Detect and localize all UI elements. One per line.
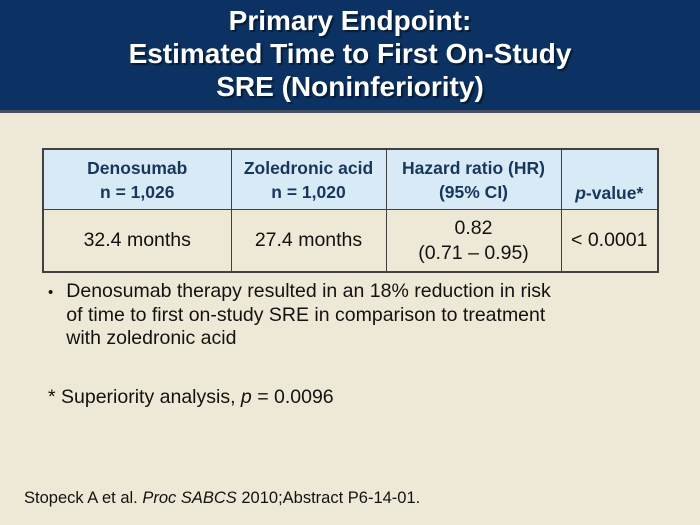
cell-denosumab-months: 32.4 months [42, 209, 232, 273]
bullet-item: • Denosumab therapy resulted in an 18% r… [48, 280, 551, 351]
cell-hr-ci: (0.71 – 0.95) [418, 241, 529, 264]
bullet-text: Denosumab therapy resulted in an 18% red… [66, 280, 551, 351]
bullet-icon: • [48, 284, 54, 301]
footnote: * Superiority analysis, p = 0.0096 [48, 386, 334, 409]
cell-zoledronic-months: 27.4 months [230, 209, 387, 273]
cell-p-value: < 0.0001 [560, 209, 659, 273]
col-header-p-rest: -value* [585, 183, 644, 203]
title-banner: Primary Endpoint: Estimated Time to Firs… [0, 0, 700, 113]
col-header-zoledronic-name: Zoledronic acid [243, 157, 374, 178]
slide-title-line-3: SRE (Noninferiority) [216, 71, 484, 102]
col-header-zoledronic: Zoledronic acid n = 1,020 [230, 148, 387, 210]
bullet-text-line-3: with zoledronic acid [66, 327, 237, 349]
citation: Stopeck A et al. Proc SABCS 2010;Abstrac… [24, 489, 420, 508]
results-table: Denosumab n = 1,026 Zoledronic acid n = … [42, 148, 659, 273]
bullet-text-line-2: of time to first on-study SRE in compari… [66, 303, 546, 326]
bullet-text-line-1: Denosumab therapy resulted in an 18% red… [66, 280, 551, 302]
table-data-row: 32.4 months 27.4 months 0.82 (0.71 – 0.9… [42, 209, 659, 273]
footnote-prefix: * Superiority analysis, [48, 386, 241, 408]
col-header-denosumab-n: n = 1,026 [100, 181, 175, 202]
footnote-p-italic: p [240, 386, 252, 408]
col-header-denosumab: Denosumab n = 1,026 [42, 148, 232, 210]
col-header-p-italic: p [575, 183, 586, 203]
citation-suffix: 2010;Abstract P6-14-01. [236, 489, 421, 507]
citation-source-italic: Proc SABCS [142, 489, 237, 507]
col-header-hazard-ratio-ci: (95% CI) [438, 181, 509, 202]
citation-prefix: Stopeck A et al. [24, 489, 143, 507]
col-header-denosumab-name: Denosumab [87, 157, 188, 178]
table-header-row: Denosumab n = 1,026 Zoledronic acid n = … [42, 148, 659, 210]
footnote-suffix: = 0.0096 [251, 386, 334, 408]
cell-hazard-ratio: 0.82 (0.71 – 0.95) [385, 209, 562, 273]
cell-hr-value: 0.82 [454, 216, 493, 239]
col-header-hazard-ratio: Hazard ratio (HR) (95% CI) [385, 148, 562, 210]
slide-title-line-2: Estimated Time to First On-Study [128, 38, 572, 69]
col-header-hazard-ratio-name: Hazard ratio (HR) [402, 157, 545, 178]
col-header-zoledronic-n: n = 1,020 [271, 181, 346, 202]
col-header-p-value: p-value* [560, 148, 659, 210]
slide-title-line-1: Primary Endpoint: [228, 5, 472, 36]
